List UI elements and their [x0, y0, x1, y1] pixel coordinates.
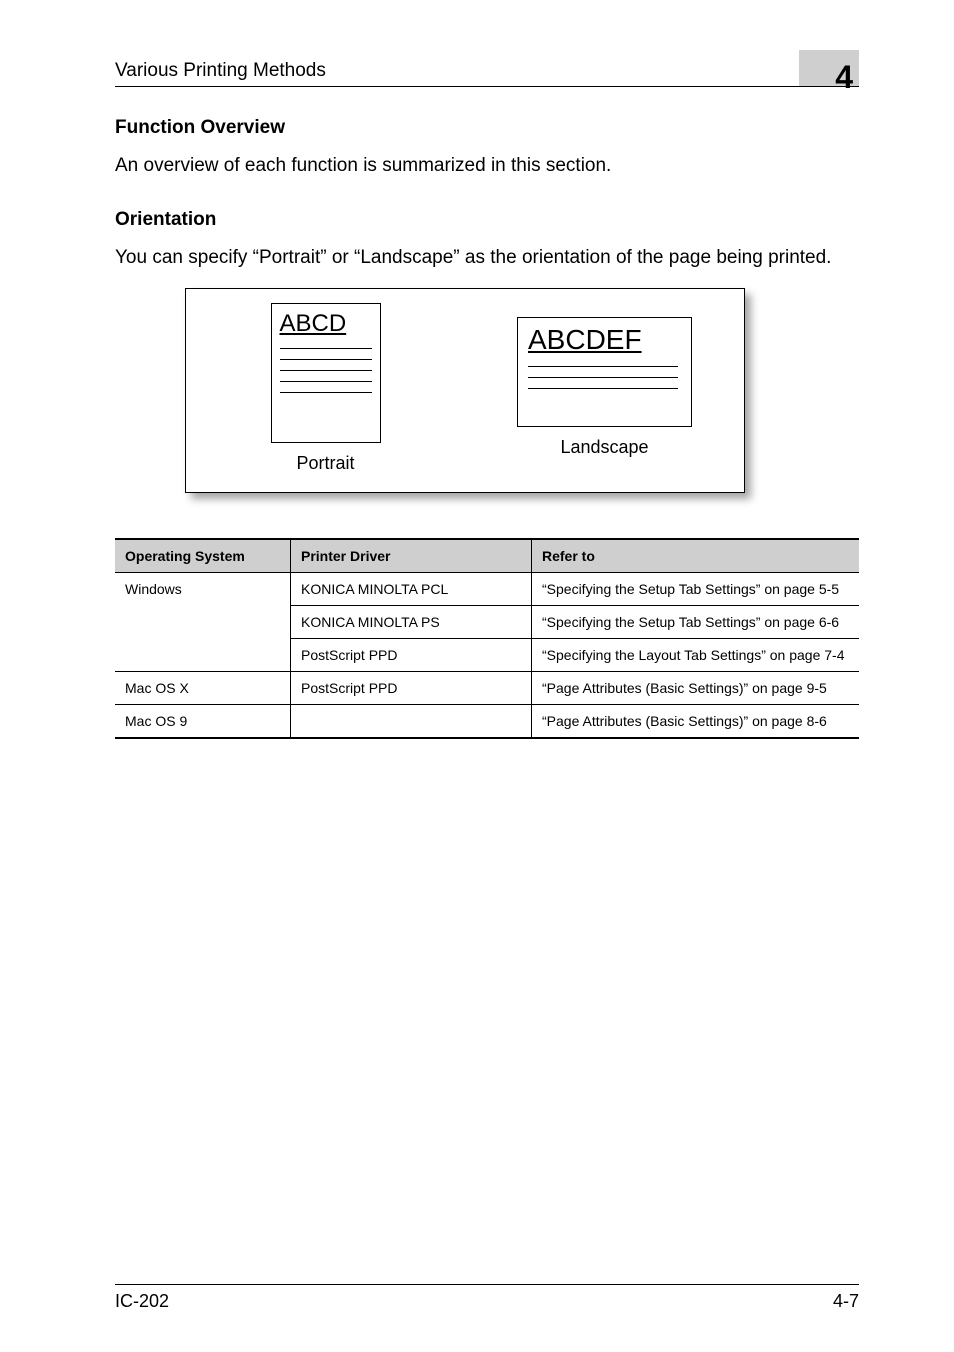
cell-os: Windows — [115, 573, 291, 606]
cell-driver: PostScript PPD — [291, 672, 532, 705]
running-footer: IC-202 4-7 — [115, 1284, 859, 1312]
preview-line — [528, 377, 678, 378]
cell-driver: KONICA MINOLTA PS — [291, 606, 532, 639]
preview-line — [280, 359, 372, 360]
section-heading-function-overview: Function Overview — [115, 117, 859, 139]
cell-driver: KONICA MINOLTA PCL — [291, 573, 532, 606]
page: Various Printing Methods 4 Function Over… — [0, 0, 954, 1352]
chapter-tab: 4 — [799, 50, 859, 86]
cell-os — [115, 606, 291, 639]
section-heading-orientation: Orientation — [115, 209, 859, 231]
body-text: You can specify “Portrait” or “Landscape… — [115, 245, 859, 271]
col-header-driver: Printer Driver — [291, 539, 532, 573]
cell-refer: “Specifying the Setup Tab Settings” on p… — [532, 573, 860, 606]
cell-driver: PostScript PPD — [291, 639, 532, 672]
preview-line — [280, 381, 372, 382]
cell-refer: “Page Attributes (Basic Settings)” on pa… — [532, 705, 860, 739]
portrait-page-preview: ABCD — [271, 303, 381, 443]
body-text: An overview of each function is summariz… — [115, 153, 859, 179]
col-header-os: Operating System — [115, 539, 291, 573]
table-header-row: Operating System Printer Driver Refer to — [115, 539, 859, 573]
running-header: Various Printing Methods 4 — [115, 50, 859, 87]
cell-os: Mac OS X — [115, 672, 291, 705]
cell-os — [115, 639, 291, 672]
landscape-page-preview: ABCDEF — [517, 317, 692, 427]
cell-refer: “Specifying the Setup Tab Settings” on p… — [532, 606, 860, 639]
col-header-refer: Refer to — [532, 539, 860, 573]
table-row: Mac OS X PostScript PPD “Page Attributes… — [115, 672, 859, 705]
preview-line — [528, 366, 678, 367]
portrait-column: ABCD Portrait — [186, 289, 465, 492]
chapter-number: 4 — [835, 59, 853, 96]
cell-driver — [291, 705, 532, 739]
landscape-preview-text: ABCDEF — [528, 324, 681, 356]
preview-line — [280, 370, 372, 371]
table-row: Windows KONICA MINOLTA PCL “Specifying t… — [115, 573, 859, 606]
table-row: PostScript PPD “Specifying the Layout Ta… — [115, 639, 859, 672]
table-head: Operating System Printer Driver Refer to — [115, 539, 859, 573]
cell-refer: “Specifying the Layout Tab Settings” on … — [532, 639, 860, 672]
figure-frame: ABCD Portrait ABCDEF Landscape — [185, 288, 745, 493]
preview-line — [280, 348, 372, 349]
reference-table: Operating System Printer Driver Refer to… — [115, 538, 859, 739]
preview-line — [280, 392, 372, 393]
table-row: Mac OS 9 “Page Attributes (Basic Setting… — [115, 705, 859, 739]
cell-refer: “Page Attributes (Basic Settings)” on pa… — [532, 672, 860, 705]
landscape-column: ABCDEF Landscape — [465, 289, 744, 492]
cell-os: Mac OS 9 — [115, 705, 291, 739]
running-header-title: Various Printing Methods — [115, 60, 326, 82]
portrait-preview-text: ABCD — [280, 310, 372, 338]
preview-line — [528, 388, 678, 389]
footer-left: IC-202 — [115, 1291, 169, 1312]
landscape-caption: Landscape — [560, 437, 648, 458]
orientation-figure: ABCD Portrait ABCDEF Landscape — [185, 288, 745, 508]
portrait-caption: Portrait — [296, 453, 354, 474]
table-body: Windows KONICA MINOLTA PCL “Specifying t… — [115, 573, 859, 739]
table-row: KONICA MINOLTA PS “Specifying the Setup … — [115, 606, 859, 639]
footer-right: 4-7 — [833, 1291, 859, 1312]
